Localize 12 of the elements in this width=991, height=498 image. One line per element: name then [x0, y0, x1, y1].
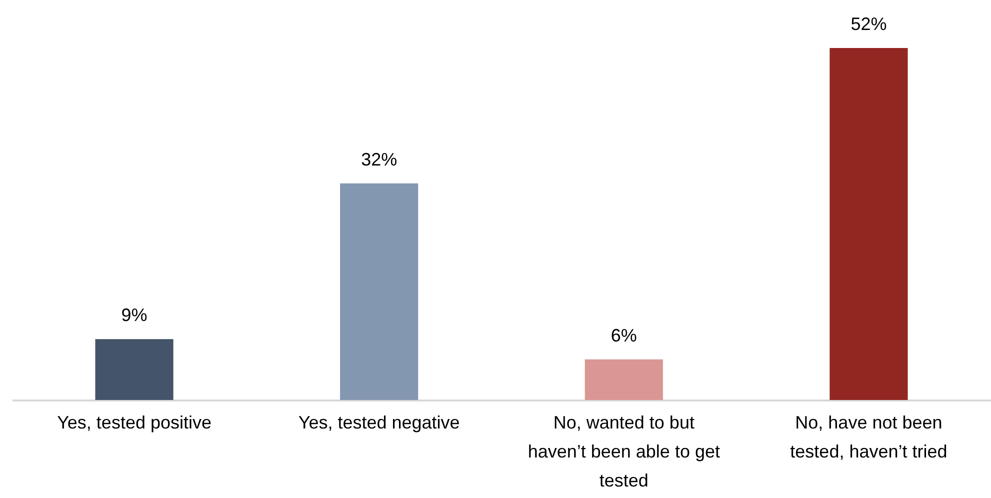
data-label: 6% [610, 325, 637, 346]
x-tick-label: No, have not been tested, haven’t tried [790, 412, 948, 462]
x-tick-label: Yes, tested negative [298, 412, 460, 432]
x-tick-label: Yes, tested positive [57, 412, 212, 432]
bar [340, 183, 418, 400]
bar [584, 359, 663, 400]
data-label: 9% [121, 305, 148, 326]
data-label: 52% [850, 14, 887, 34]
x-tick-label: No, wanted to but haven’t been able to get tested [528, 412, 720, 490]
bar [830, 48, 908, 400]
bar [95, 339, 174, 400]
data-label: 32% [361, 149, 398, 170]
